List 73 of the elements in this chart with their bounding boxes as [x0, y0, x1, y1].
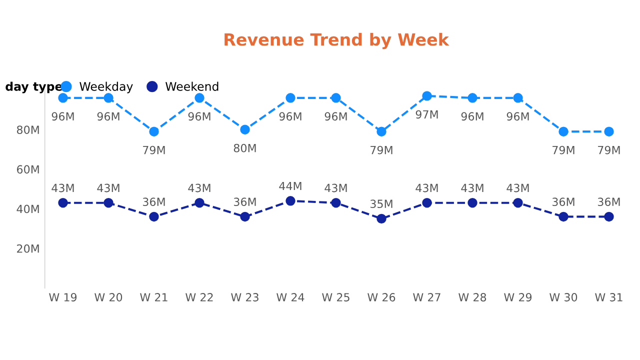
- x-tick-label: W 25: [322, 293, 350, 302]
- data-label: 79M: [143, 146, 165, 154]
- data-label: 43M: [52, 184, 74, 192]
- y-tick-label: 60M: [16, 165, 39, 174]
- data-label: 96M: [188, 112, 210, 121]
- point: [513, 198, 523, 208]
- data-label: 79M: [370, 146, 392, 154]
- x-tick-label: W 21: [140, 293, 168, 302]
- point: [468, 198, 478, 208]
- x-tick-label: W 30: [550, 293, 578, 302]
- y-tick-label: 20M: [17, 244, 39, 253]
- data-label: 35M: [370, 200, 392, 208]
- point: [422, 91, 432, 101]
- point: [104, 93, 114, 103]
- point: [468, 93, 478, 103]
- point: [149, 126, 159, 136]
- point: [604, 212, 614, 222]
- point: [513, 93, 523, 103]
- point: [604, 126, 614, 136]
- data-label: 96M: [324, 112, 347, 121]
- data-label: 97M: [416, 110, 438, 119]
- data-label: 36M: [234, 198, 256, 206]
- legend-label: Weekday: [80, 82, 133, 94]
- data-label: 43M: [188, 184, 210, 192]
- x-tick-label: W 24: [276, 293, 304, 302]
- y-tick-label: 80M: [16, 126, 39, 134]
- point: [104, 198, 114, 208]
- point: [58, 93, 68, 103]
- data-label: 36M: [142, 198, 165, 206]
- x-tick-label: W 27: [413, 293, 440, 302]
- x-tick-label: W 26: [368, 293, 396, 302]
- point: [240, 124, 250, 134]
- point: [331, 93, 341, 103]
- point: [58, 198, 68, 208]
- data-label: 96M: [97, 112, 120, 121]
- x-tick-label: W 23: [231, 293, 258, 302]
- legend-label: Weekend: [166, 82, 218, 91]
- x-tick-label: W 28: [458, 293, 486, 302]
- data-label: 36M: [552, 198, 574, 206]
- point: [558, 126, 568, 136]
- data-label: 96M: [52, 112, 74, 121]
- point: [376, 214, 386, 224]
- point: [194, 93, 204, 103]
- data-label: 80M: [234, 144, 256, 152]
- data-label: 96M: [279, 112, 302, 121]
- data-label: 96M: [461, 112, 484, 121]
- point: [422, 198, 432, 208]
- data-label: 43M: [461, 184, 484, 192]
- x-tick-label: W 19: [49, 293, 77, 302]
- x-tick-label: W 20: [94, 293, 122, 302]
- chart-title: Revenue Trend by Week: [224, 32, 450, 50]
- data-label: 43M: [416, 184, 438, 192]
- point: [240, 212, 250, 222]
- y-tick-label: 40M: [16, 204, 39, 214]
- point: [558, 212, 568, 222]
- data-label: 79M: [598, 146, 620, 154]
- data-label: 96M: [506, 112, 529, 121]
- point: [286, 196, 296, 206]
- data-label: 79M: [552, 146, 574, 154]
- point: [286, 93, 296, 103]
- data-label: 43M: [324, 184, 347, 192]
- x-tick-label: W 22: [186, 293, 213, 302]
- data-label: 44M: [279, 182, 302, 190]
- x-tick-label: W 29: [504, 293, 532, 302]
- data-label: 36M: [598, 198, 620, 206]
- x-tick-label: W 31: [595, 293, 622, 302]
- legend-title: day type: [6, 82, 62, 94]
- point: [194, 198, 204, 208]
- point: [149, 212, 159, 222]
- data-label: 43M: [97, 184, 120, 192]
- point: [376, 126, 386, 136]
- data-label: 43M: [506, 184, 529, 192]
- point: [331, 198, 341, 208]
